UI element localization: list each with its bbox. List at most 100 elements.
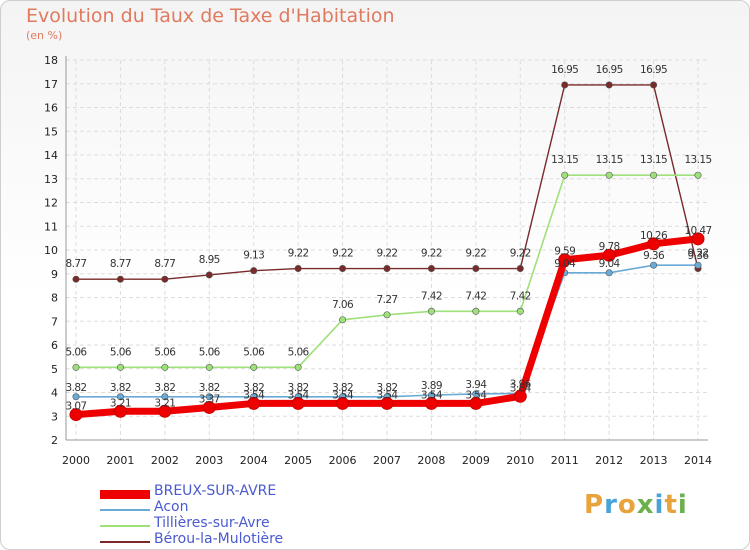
data-label-acon: 3.82	[243, 382, 264, 394]
data-point-acon	[72, 393, 80, 401]
data-point-acon	[605, 269, 613, 277]
data-label-berou-la-mulotiere: 9.22	[377, 248, 398, 260]
data-point-breux-sur-avre	[336, 396, 350, 410]
data-label-berou-la-mulotiere: 8.77	[110, 258, 131, 270]
data-label-acon: 3.82	[66, 382, 87, 394]
data-point-tillieres-sur-avre	[561, 171, 569, 179]
data-label-tillieres-sur-avre: 7.42	[510, 290, 531, 302]
y-tick-label: 15	[44, 125, 58, 138]
data-label-breux-sur-avre: 3.54	[243, 389, 265, 401]
data-label-breux-sur-avre: 3.54	[332, 389, 354, 401]
data-label-berou-la-mulotiere: 16.95	[640, 64, 667, 76]
data-label-breux-sur-avre: 10.47	[684, 225, 711, 237]
data-label-breux-sur-avre: 3.54	[421, 389, 443, 401]
data-point-breux-sur-avre	[469, 396, 483, 410]
x-tick-label: 2011	[551, 454, 579, 467]
data-point-tillieres-sur-avre	[427, 307, 435, 315]
data-point-acon	[694, 261, 702, 269]
logo-letter: i	[677, 490, 688, 520]
data-label-acon: 3.82	[332, 382, 353, 394]
data-label-acon: 9.36	[643, 250, 665, 262]
y-tick-label: 9	[51, 268, 58, 281]
data-point-berou-la-mulotiere	[161, 275, 169, 283]
x-tick-label: 2012	[595, 454, 623, 467]
data-point-breux-sur-avre	[602, 248, 616, 262]
data-point-breux-sur-avre	[202, 400, 216, 414]
data-point-berou-la-mulotiere	[250, 267, 258, 275]
data-point-breux-sur-avre	[69, 408, 83, 422]
x-tick-label: 2003	[195, 454, 223, 467]
data-label-berou-la-mulotiere: 9.22	[465, 248, 486, 260]
data-label-breux-sur-avre: 9.78	[599, 241, 620, 253]
data-label-breux-sur-avre: 3.54	[377, 389, 399, 401]
data-point-berou-la-mulotiere	[472, 265, 480, 273]
data-label-berou-la-mulotiere: 9.22	[332, 248, 353, 260]
logo-letter: x	[636, 490, 655, 520]
data-point-breux-sur-avre	[380, 396, 394, 410]
data-point-tillieres-sur-avre	[161, 363, 169, 371]
x-tick-label: 2004	[240, 454, 268, 467]
data-label-breux-sur-avre: 3.21	[110, 397, 131, 409]
data-label-berou-la-mulotiere: 9.22	[421, 248, 442, 260]
data-label-tillieres-sur-avre: 5.06	[199, 346, 221, 358]
x-tick-label: 2002	[151, 454, 179, 467]
logo-letter: i	[654, 490, 665, 520]
chart-title: Evolution du Taux de Taxe d'Habitation	[26, 5, 395, 27]
data-label-berou-la-mulotiere: 8.95	[199, 254, 220, 266]
data-label-tillieres-sur-avre: 13.15	[551, 154, 578, 166]
legend-label: Acon	[154, 499, 189, 515]
data-label-tillieres-sur-avre: 5.06	[110, 346, 132, 358]
data-label-breux-sur-avre: 3.21	[154, 397, 175, 409]
data-label-tillieres-sur-avre: 5.06	[66, 346, 88, 358]
x-tick-label: 2007	[373, 454, 401, 467]
y-tick-label: 17	[44, 78, 58, 91]
data-label-acon: 3.82	[199, 382, 220, 394]
data-label-breux-sur-avre: 3.54	[465, 389, 487, 401]
data-label-breux-sur-avre: 9.59	[554, 246, 575, 258]
data-point-tillieres-sur-avre	[205, 363, 213, 371]
axes: 2 3 4 5 6 7 8 9 10 11 12 13 14 15 16 17 18 2000 2001 2002 20…	[44, 54, 712, 467]
y-tick-label: 12	[44, 197, 58, 210]
legend-swatch	[100, 489, 150, 499]
data-point-berou-la-mulotiere	[205, 271, 213, 279]
y-tick-label: 18	[44, 54, 58, 67]
data-label-berou-la-mulotiere: 16.95	[551, 64, 578, 76]
data-point-tillieres-sur-avre	[250, 363, 258, 371]
y-tick-label: 5	[51, 363, 58, 376]
data-label-berou-la-mulotiere: 16.95	[596, 64, 623, 76]
data-point-tillieres-sur-avre	[605, 171, 613, 179]
data-label-tillieres-sur-avre: 13.15	[596, 154, 623, 166]
data-point-acon	[161, 393, 169, 401]
data-point-berou-la-mulotiere	[605, 81, 613, 89]
data-label-berou-la-mulotiere: 8.77	[154, 258, 175, 270]
logo-letter: P	[584, 490, 605, 520]
data-point-berou-la-mulotiere	[294, 265, 302, 273]
data-point-tillieres-sur-avre	[72, 363, 80, 371]
data-label-breux-sur-avre: 3.84	[510, 382, 532, 394]
y-tick-label: 13	[44, 173, 58, 186]
y-tick-label: 14	[44, 149, 58, 162]
data-point-acon	[205, 393, 213, 401]
y-tick-label: 16	[44, 102, 58, 115]
data-point-berou-la-mulotiere	[650, 81, 658, 89]
chart-subtitle: (en %)	[26, 29, 63, 42]
grid	[66, 59, 708, 441]
y-tick-label: 7	[51, 315, 58, 328]
data-label-tillieres-sur-avre: 13.15	[684, 154, 711, 166]
logo-letter: r	[604, 490, 618, 520]
x-tick-label: 2008	[417, 454, 445, 467]
proxiti-logo: Proxiti	[584, 490, 688, 520]
data-label-acon: 3.82	[288, 382, 309, 394]
data-label-acon: 3.89	[421, 380, 442, 392]
data-point-breux-sur-avre	[424, 396, 438, 410]
y-tick-label: 2	[51, 434, 58, 447]
data-point-acon	[650, 261, 658, 269]
data-label-breux-sur-avre: 3.54	[288, 389, 310, 401]
data-label-tillieres-sur-avre: 7.06	[332, 299, 354, 311]
y-tick-label: 11	[44, 220, 58, 233]
data-label-tillieres-sur-avre: 13.15	[640, 154, 667, 166]
data-label-tillieres-sur-avre: 5.06	[288, 346, 310, 358]
x-tick-label: 2001	[106, 454, 134, 467]
x-tick-label: 2009	[462, 454, 490, 467]
